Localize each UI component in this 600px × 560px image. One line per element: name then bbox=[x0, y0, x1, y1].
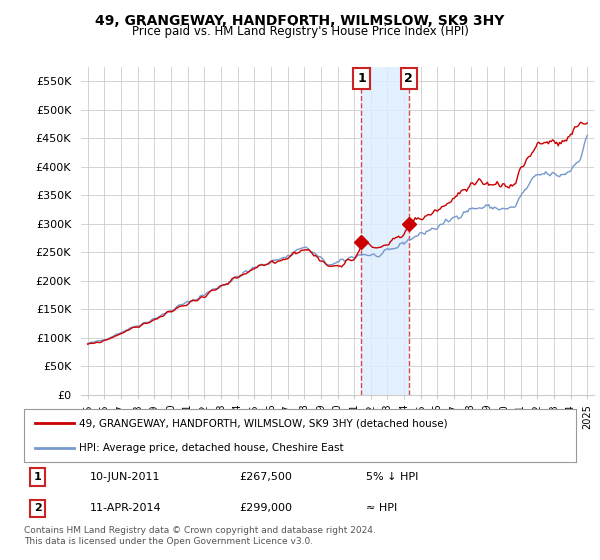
Text: £267,500: £267,500 bbox=[239, 472, 292, 482]
Text: Contains HM Land Registry data © Crown copyright and database right 2024.
This d: Contains HM Land Registry data © Crown c… bbox=[24, 526, 376, 546]
Text: 10-JUN-2011: 10-JUN-2011 bbox=[90, 472, 161, 482]
Text: £299,000: £299,000 bbox=[239, 503, 292, 514]
Text: 49, GRANGEWAY, HANDFORTH, WILMSLOW, SK9 3HY: 49, GRANGEWAY, HANDFORTH, WILMSLOW, SK9 … bbox=[95, 14, 505, 28]
Text: HPI: Average price, detached house, Cheshire East: HPI: Average price, detached house, Ches… bbox=[79, 442, 344, 452]
Text: 1: 1 bbox=[357, 72, 366, 85]
Bar bbox=[361, 67, 409, 395]
Text: Price paid vs. HM Land Registry's House Price Index (HPI): Price paid vs. HM Land Registry's House … bbox=[131, 25, 469, 38]
Text: 1: 1 bbox=[34, 472, 41, 482]
Text: 2: 2 bbox=[34, 503, 41, 514]
Text: 5% ↓ HPI: 5% ↓ HPI bbox=[366, 472, 419, 482]
Text: 49, GRANGEWAY, HANDFORTH, WILMSLOW, SK9 3HY (detached house): 49, GRANGEWAY, HANDFORTH, WILMSLOW, SK9 … bbox=[79, 418, 448, 428]
Text: 11-APR-2014: 11-APR-2014 bbox=[90, 503, 162, 514]
Text: ≈ HPI: ≈ HPI bbox=[366, 503, 397, 514]
Text: 2: 2 bbox=[404, 72, 413, 85]
